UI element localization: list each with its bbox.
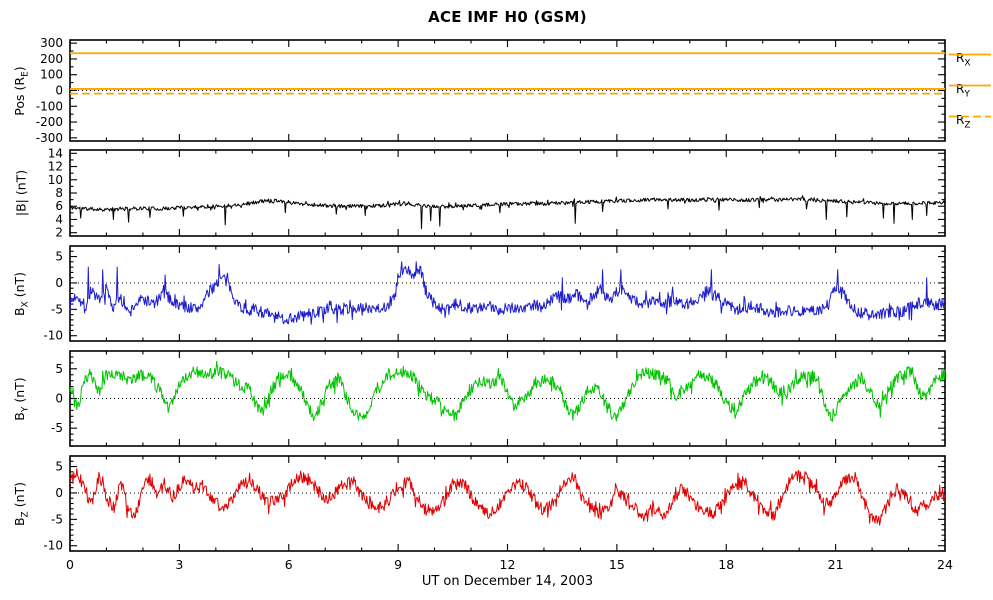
y-tick-label: -200 <box>36 115 63 129</box>
axis-ticks-bx <box>69 245 946 342</box>
legend-entry-ry: RY <box>948 83 993 100</box>
y-tick-label: 200 <box>40 52 63 66</box>
y-tick-label: 5 <box>55 362 63 376</box>
chart-title: ACE IMF H0 (GSM) <box>428 8 587 26</box>
legend-line-sample <box>949 84 991 87</box>
panel-frame-bz <box>69 455 946 552</box>
y-tick-label: 5 <box>55 250 63 264</box>
y-tick-label: 300 <box>40 36 63 50</box>
panel-frame-bx <box>69 245 946 342</box>
series-line-bx <box>69 261 946 325</box>
panel-bz: 50-5-100 3 6 9 12 15 18 21 24 <box>43 455 953 572</box>
panel-frame-by <box>69 350 946 447</box>
legend-entry-rx: RX <box>948 52 993 69</box>
x-tick-label: 21 <box>828 557 844 572</box>
y-tick-label: -5 <box>51 512 63 526</box>
x-tick-label: 15 <box>609 557 625 572</box>
y-tick-label: 6 <box>55 199 63 213</box>
x-tick-label: 18 <box>718 557 734 572</box>
panel-frame-pos <box>69 39 946 142</box>
panel-frame-bmag <box>69 149 946 237</box>
legend-label: RZ <box>956 113 971 131</box>
y-tick-label: -10 <box>43 329 63 343</box>
axis-ticks-pos <box>69 40 946 141</box>
series-line-by <box>69 360 946 422</box>
y-axis-label-bmag: |B| (nT) <box>13 169 29 217</box>
axis-ticks-bz <box>69 455 946 552</box>
legend-label: RX <box>956 51 971 69</box>
y-tick-label: 0 <box>55 486 63 500</box>
y-tick-label: 0 <box>55 276 63 290</box>
series-line-bz <box>69 468 946 526</box>
y-tick-label: 5 <box>55 460 63 474</box>
y-tick-label: 12 <box>48 160 63 174</box>
panel-by: 5 0 -5 <box>51 350 946 447</box>
y-tick-label: -100 <box>36 99 63 113</box>
y-axis-label-bz: BZ (nT) <box>11 481 31 526</box>
x-tick-label: 6 <box>285 557 293 572</box>
x-tick-label: 9 <box>394 557 402 572</box>
panel-bx: 5 0 -5 -10 <box>43 245 946 343</box>
y-axis-label-by: BY (nT) <box>11 376 31 421</box>
y-tick-label: 0 <box>55 392 63 406</box>
y-tick-label: 10 <box>48 173 63 187</box>
y-tick-label: -10 <box>43 539 63 553</box>
x-tick-label: 3 <box>175 557 183 572</box>
x-axis-label: UT on December 14, 2003 <box>421 574 594 589</box>
legend-line-sample <box>949 115 991 118</box>
x-tick-label: 0 <box>66 557 74 572</box>
y-tick-label: 4 <box>55 212 63 226</box>
x-tick-label: 12 <box>500 557 516 572</box>
series-line-b <box>69 195 946 230</box>
y-tick-label: -300 <box>36 131 63 145</box>
legend-line-sample <box>949 53 991 56</box>
y-axis-label-pos: Pos (RE) <box>11 65 31 116</box>
x-tick-label: 24 <box>937 557 953 572</box>
y-tick-label: -5 <box>51 421 63 435</box>
y-tick-label: -5 <box>51 302 63 316</box>
axis-ticks-bmag <box>69 150 946 236</box>
y-tick-label: 0 <box>55 84 63 98</box>
y-tick-label: 2 <box>55 226 63 240</box>
y-tick-label: 8 <box>55 186 63 200</box>
panel-pos: 300 200 100 0-100 -200 -300 <box>36 36 946 145</box>
legend-entry-rz: RZ <box>948 114 993 131</box>
y-axis-label-bx: BX (nT) <box>11 271 31 316</box>
legend-label: RY <box>956 82 970 100</box>
y-tick-label: 100 <box>40 68 63 82</box>
axis-ticks-by <box>69 350 946 447</box>
y-tick-label: 14 <box>48 146 63 160</box>
